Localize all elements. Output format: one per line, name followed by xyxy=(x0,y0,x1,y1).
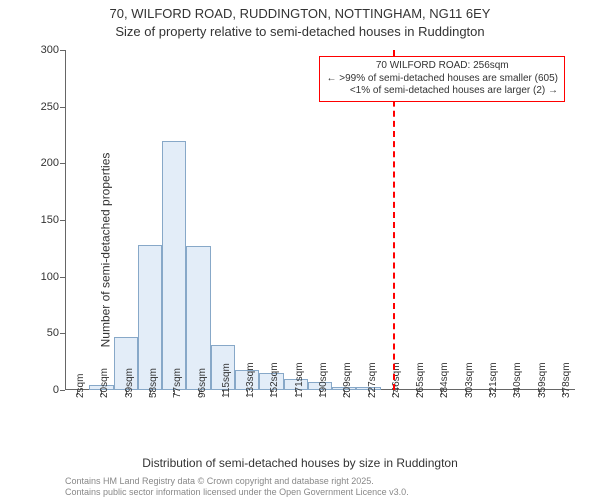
x-tick-label: 303sqm xyxy=(464,362,475,398)
x-tick-label: 378sqm xyxy=(561,362,572,398)
footer-attribution: Contains HM Land Registry data © Crown c… xyxy=(65,476,409,498)
x-tick-label: 340sqm xyxy=(512,362,523,398)
y-tick-mark xyxy=(60,220,65,221)
x-tick-label: 284sqm xyxy=(439,362,450,398)
x-tick-label: 190sqm xyxy=(318,362,329,398)
x-tick-label: 171sqm xyxy=(294,362,305,398)
annotation-line-2: ← >99% of semi-detached houses are small… xyxy=(326,73,558,86)
chart-title-sub: Size of property relative to semi-detach… xyxy=(0,24,600,39)
footer-line-2: Contains public sector information licen… xyxy=(65,487,409,498)
annotation-line-3: <1% of semi-detached houses are larger (… xyxy=(326,85,558,98)
x-tick-label: 321sqm xyxy=(488,362,499,398)
x-tick-label: 39sqm xyxy=(124,368,135,398)
y-tick-mark xyxy=(60,163,65,164)
y-tick-mark xyxy=(60,333,65,334)
chart-title-main: 70, WILFORD ROAD, RUDDINGTON, NOTTINGHAM… xyxy=(0,6,600,21)
x-tick-label: 77sqm xyxy=(172,368,183,398)
x-tick-label: 359sqm xyxy=(537,362,548,398)
x-tick-label: 2sqm xyxy=(75,374,86,398)
x-tick-label: 152sqm xyxy=(269,362,280,398)
y-tick-mark xyxy=(60,277,65,278)
y-tick-mark xyxy=(60,107,65,108)
x-tick-label: 96sqm xyxy=(197,368,208,398)
chart-container: 70, WILFORD ROAD, RUDDINGTON, NOTTINGHAM… xyxy=(0,0,600,500)
y-tick-mark xyxy=(60,50,65,51)
annotation-line-1: 70 WILFORD ROAD: 256sqm xyxy=(326,60,558,73)
x-tick-label: 133sqm xyxy=(245,362,256,398)
x-tick-label: 227sqm xyxy=(367,362,378,398)
x-tick-label: 265sqm xyxy=(415,362,426,398)
x-tick-label: 20sqm xyxy=(99,368,110,398)
x-axis-label: Distribution of semi-detached houses by … xyxy=(0,456,600,470)
x-tick-label: 115sqm xyxy=(221,363,232,398)
y-tick-mark xyxy=(60,390,65,391)
plot-area: 0501001502002503002sqm20sqm39sqm58sqm77s… xyxy=(65,50,575,390)
footer-line-1: Contains HM Land Registry data © Crown c… xyxy=(65,476,409,487)
x-tick-label: 58sqm xyxy=(148,368,159,398)
annotation-box: 70 WILFORD ROAD: 256sqm← >99% of semi-de… xyxy=(319,56,565,102)
x-tick-label: 209sqm xyxy=(342,362,353,398)
histogram-bar xyxy=(162,141,186,390)
